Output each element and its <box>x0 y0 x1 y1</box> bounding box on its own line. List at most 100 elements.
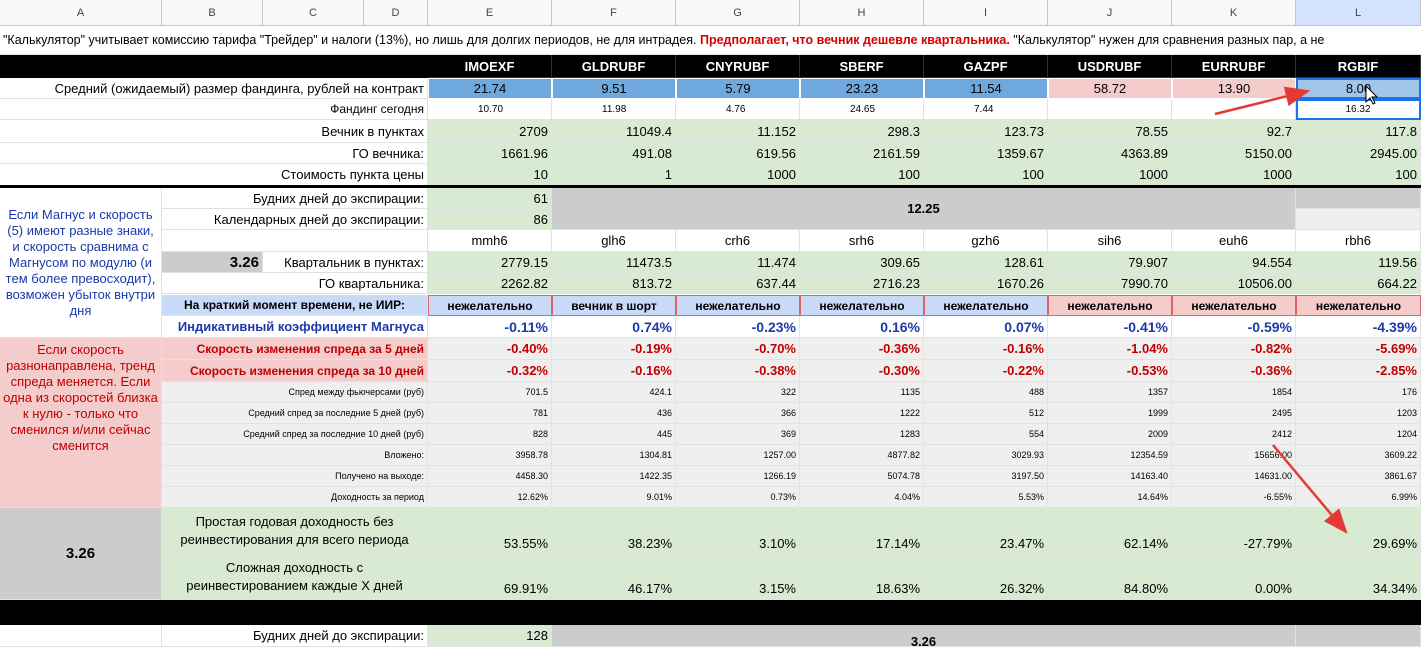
detail-cell: 1257.00 <box>676 445 800 466</box>
column-header: E <box>428 0 552 26</box>
merged-ratio: 3.26 <box>552 625 1296 647</box>
quarterly-ticker: crh6 <box>676 230 800 252</box>
speed-cell: -0.70% <box>676 338 800 360</box>
value-cell: 61 <box>428 188 552 209</box>
detail-cell: 1135 <box>800 382 924 403</box>
detail-cell: 3861.67 <box>1296 466 1421 487</box>
value-cell: 10.70 <box>428 99 552 120</box>
row-label: Будних дней до экспирации: <box>162 188 428 209</box>
detail-cell: -6.55% <box>1172 487 1296 508</box>
detail-cell: 436 <box>552 403 676 424</box>
value-cell <box>1172 99 1296 120</box>
note-text: "Калькулятор" учитывает комиссию тарифа … <box>3 33 700 47</box>
value-cell: 664.22 <box>1296 273 1421 294</box>
value-cell: 5150.00 <box>1172 143 1296 164</box>
ticker: RGBIF <box>1296 55 1421 78</box>
yield-cell: 38.23% <box>552 508 676 555</box>
speed-cell: -0.16% <box>552 360 676 382</box>
speed-cell: -5.69% <box>1296 338 1421 360</box>
value-cell: 1 <box>552 164 676 186</box>
value-cell: 10506.00 <box>1172 273 1296 294</box>
row-label: Средний спред за последние 5 дней (руб) <box>162 403 428 424</box>
detail-cell: 1304.81 <box>552 445 676 466</box>
value-cell: 23.23 <box>800 78 924 99</box>
column-header: G <box>676 0 800 26</box>
speed-note: Если скорость разнонаправлена, тренд спр… <box>0 338 162 508</box>
value-cell: 309.65 <box>800 252 924 273</box>
quarterly-ticker: srh6 <box>800 230 924 252</box>
quarterly-ticker: rbh6 <box>1296 230 1421 252</box>
value-cell: 5.79 <box>676 78 800 99</box>
value-cell: 100 <box>800 164 924 186</box>
magnus-cell: 0.16% <box>800 316 924 338</box>
detail-cell: 14163.40 <box>1048 466 1172 487</box>
filler <box>1296 625 1421 647</box>
quarterly-ticker: glh6 <box>552 230 676 252</box>
value-cell: 637.44 <box>676 273 800 294</box>
magnus-cell: 0.07% <box>924 316 1048 338</box>
ticker: CNYRUBF <box>676 55 800 78</box>
detail-cell: 322 <box>676 382 800 403</box>
speed-cell: -0.40% <box>428 338 552 360</box>
value-cell: 117.8 <box>1296 120 1421 143</box>
yield-cell: 53.55% <box>428 508 552 555</box>
detail-cell: 1203 <box>1296 403 1421 424</box>
magnus-cell: -0.59% <box>1172 316 1296 338</box>
quarterly-ticker: euh6 <box>1172 230 1296 252</box>
detail-cell: 1357 <box>1048 382 1172 403</box>
detail-cell: 12354.59 <box>1048 445 1172 466</box>
value-cell: 11.98 <box>552 99 676 120</box>
filler <box>1296 188 1421 209</box>
row-label: Стоимость пункта цены <box>0 164 428 186</box>
value-cell: 1661.96 <box>428 143 552 164</box>
row-label: Спред между фьючерсами (руб) <box>162 382 428 403</box>
value-cell: 11049.4 <box>552 120 676 143</box>
row-label: ГО квартальника: <box>162 273 428 294</box>
ticker: GAZPF <box>924 55 1048 78</box>
value-cell: 123.73 <box>924 120 1048 143</box>
detail-cell: 14631.00 <box>1172 466 1296 487</box>
speed-cell: -0.19% <box>552 338 676 360</box>
speed-cell: -0.36% <box>1172 360 1296 382</box>
value-cell: 8.00 <box>1296 78 1421 99</box>
detail-cell: 1422.35 <box>552 466 676 487</box>
signal-cell: нежелательно <box>924 295 1048 316</box>
column-header: F <box>552 0 676 26</box>
value-cell: 11473.5 <box>552 252 676 273</box>
header-band <box>0 55 428 78</box>
yield-cell: 84.80% <box>1048 555 1172 600</box>
value-cell: 94.554 <box>1172 252 1296 273</box>
speed-cell: -0.38% <box>676 360 800 382</box>
row-label: Средний спред за последние 10 дней (руб) <box>162 424 428 445</box>
signal-cell: нежелательно <box>800 295 924 316</box>
column-header: K <box>1172 0 1296 26</box>
value-cell: 4.76 <box>676 99 800 120</box>
yield-cell: 29.69% <box>1296 508 1421 555</box>
value-cell: 1670.26 <box>924 273 1048 294</box>
yield-cell: 26.32% <box>924 555 1048 600</box>
detail-cell: 12.62% <box>428 487 552 508</box>
detail-cell: 445 <box>552 424 676 445</box>
detail-cell: 554 <box>924 424 1048 445</box>
value-cell: 128 <box>428 625 552 647</box>
column-header: C <box>263 0 364 26</box>
row-label: Индикативный коэффициент Магнуса <box>162 316 428 338</box>
column-header: A <box>0 0 162 26</box>
row-label: Средний (ожидаемый) размер фандинга, руб… <box>0 78 428 99</box>
magnus-note: Если Магнус и скорость (5) имеют разные … <box>0 188 162 338</box>
note-row: "Калькулятор" учитывает комиссию тарифа … <box>0 26 1421 55</box>
signal-cell: нежелательно <box>1048 295 1172 316</box>
value-cell: 491.08 <box>552 143 676 164</box>
value-cell: 21.74 <box>428 78 552 99</box>
detail-cell: 4877.82 <box>800 445 924 466</box>
row-label: ГО вечника: <box>0 143 428 164</box>
row-label: Квартальник в пунктах: <box>263 252 428 273</box>
row-label: Календарных дней до экспирации: <box>162 209 428 230</box>
filler <box>0 625 162 647</box>
value-cell: 2779.15 <box>428 252 552 273</box>
speed-cell: -0.36% <box>800 338 924 360</box>
value-cell: 2262.82 <box>428 273 552 294</box>
value-cell: 2709 <box>428 120 552 143</box>
row-label: Сложная доходность с реинвестированием к… <box>162 555 428 600</box>
